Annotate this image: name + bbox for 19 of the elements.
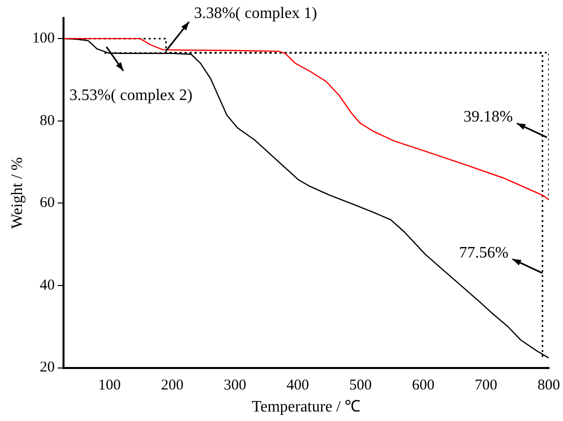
x-tick-label: 300 xyxy=(224,378,246,394)
y-tick-label: 80 xyxy=(40,112,55,129)
annotation: 77.56% xyxy=(459,244,508,262)
x-tick-label: 800 xyxy=(538,378,560,394)
x-tick-label: 700 xyxy=(474,378,498,394)
x-tick-label: 100 xyxy=(98,378,121,394)
annotation: 39.18% xyxy=(464,108,513,126)
y-tick-label: 40 xyxy=(40,277,55,294)
x-tick-label: 200 xyxy=(161,378,184,394)
y-axis-title: Weight / % xyxy=(8,157,26,229)
y-tick-label: 100 xyxy=(32,30,55,47)
annotation: 3.53%( complex 2) xyxy=(69,87,192,104)
x-axis-title: Temperature / ℃ xyxy=(252,398,361,416)
x-tick-label: 500 xyxy=(349,378,372,394)
y-tick-label: 60 xyxy=(40,195,55,212)
x-tick-label: 400 xyxy=(286,378,310,394)
x-tick-label: 600 xyxy=(412,378,434,394)
y-tick-label: 20 xyxy=(40,360,55,376)
annotation: 3.38%( complex 1) xyxy=(194,5,318,22)
